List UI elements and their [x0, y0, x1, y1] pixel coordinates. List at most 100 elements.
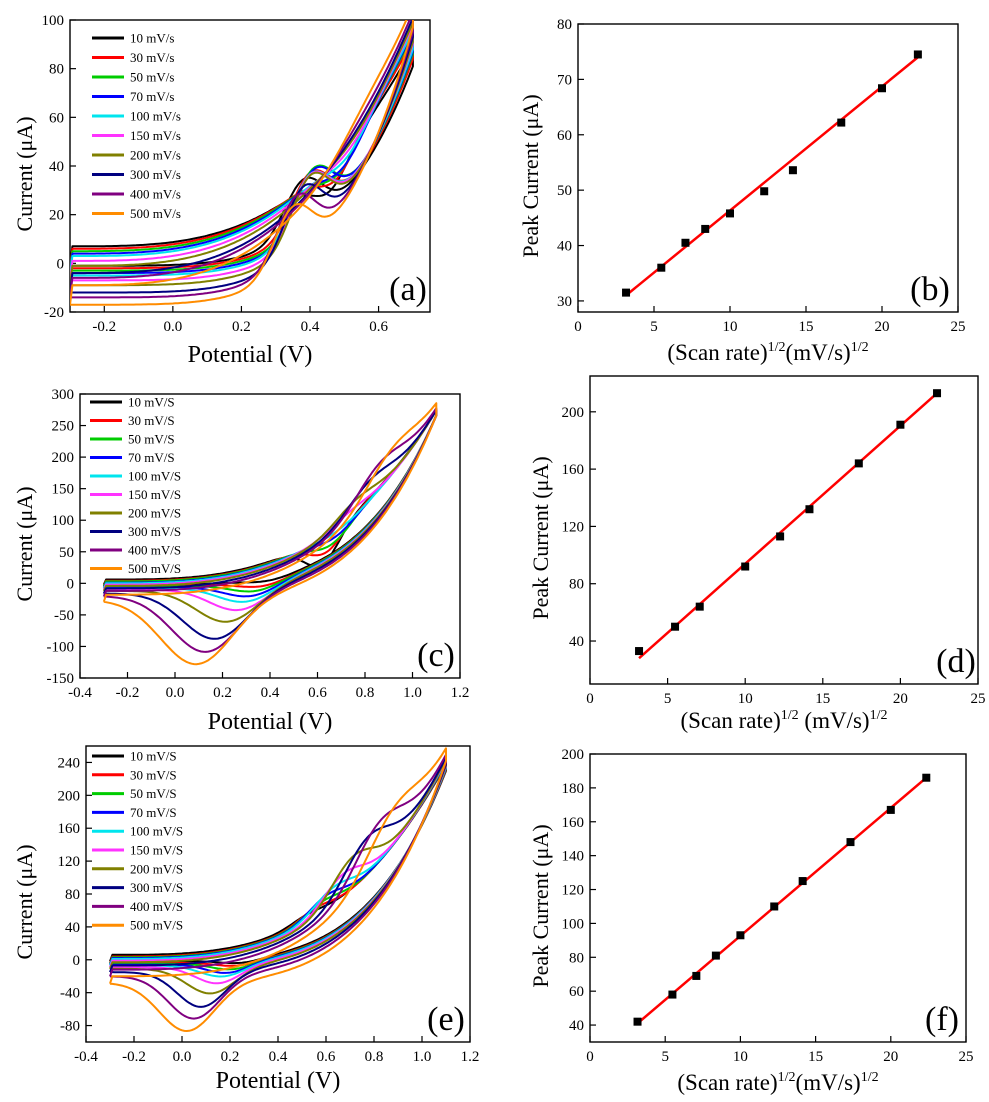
plot-area [70, 20, 414, 306]
plot-area [109, 747, 447, 1032]
y-tick-label: 80 [557, 17, 572, 33]
y-tick-label: 240 [58, 755, 81, 771]
data-point [701, 224, 710, 233]
data-point [798, 877, 807, 886]
y-tick-label: -150 [47, 671, 75, 687]
y-tick-label: 100 [42, 13, 65, 29]
y-tick-label: -80 [60, 1019, 80, 1035]
y-tick-label: 120 [562, 883, 585, 899]
x-tick-label: -0.4 [74, 1049, 98, 1065]
legend-entry: 100 mV/s [130, 109, 181, 124]
y-axis-label: Peak Current (μA) [528, 824, 553, 987]
legend-entry: 500 mV/s [130, 206, 181, 221]
plot-area [635, 389, 942, 660]
y-tick-label: 200 [52, 450, 75, 466]
x-tick-label: 0.8 [356, 685, 375, 701]
legend-entry: 70 mV/S [130, 805, 177, 820]
x-tick-label: 15 [799, 319, 814, 335]
y-tick-label: 160 [58, 821, 81, 837]
y-tick-label: 60 [49, 110, 64, 126]
y-tick-label: 0 [57, 256, 65, 272]
x-tick-label: 5 [650, 319, 658, 335]
data-point [726, 209, 734, 218]
x-axis-label: (Scan rate)1/2(mV/s)1/2 [677, 1070, 878, 1095]
data-point [770, 902, 779, 911]
x-tick-label: 1.0 [413, 1049, 432, 1065]
x-tick-label: 0.0 [173, 1049, 192, 1065]
x-tick-label: 0.0 [166, 685, 185, 701]
x-axis-label-sup2: 1/2 [870, 708, 888, 723]
x-axis-label-main: (Scan rate) [667, 340, 767, 365]
x-tick-label: -0.2 [92, 319, 116, 335]
y-axis-label: Current (μA) [12, 116, 37, 231]
y-tick-label: 80 [49, 62, 64, 78]
data-point [671, 622, 680, 631]
x-tick-label: 25 [971, 691, 986, 707]
legend-entry: 200 mV/S [128, 506, 181, 521]
plot-frame [589, 753, 967, 1043]
x-tick-label: 0.8 [365, 1049, 384, 1065]
legend-entry: 50 mV/s [130, 70, 174, 85]
data-point [622, 288, 631, 297]
x-tick-label: 25 [951, 319, 966, 335]
panel-f: 0 5 10 15 20 25 40 60 80 100 120 140 160 180 200 Peak C… [528, 747, 974, 1095]
legend-entry: 150 mV/S [130, 843, 183, 858]
legend-entry: 70 mV/S [128, 450, 175, 465]
data-point [896, 420, 905, 429]
x-axis-label-mid: (mV/s) [799, 708, 870, 733]
x-tick-label: -0.2 [122, 1049, 146, 1065]
panel-label: (f) [925, 1001, 959, 1038]
data-point [933, 389, 942, 398]
x-tick-label: 0 [586, 1049, 594, 1065]
legend-entry: 10 mV/S [128, 395, 175, 410]
y-tick-label: 0 [73, 953, 81, 969]
x-tick-label: 20 [875, 319, 890, 335]
x-tick-label: 20 [883, 1049, 898, 1065]
y-tick-label: 40 [65, 920, 80, 936]
legend: 10 mV/S 30 mV/S 50 mV/S 70 mV/S 100 mV/S 150 … [92, 749, 183, 933]
x-tick-label: -0.4 [68, 685, 92, 701]
plot-area [633, 773, 931, 1026]
panel-d: 0 5 10 15 20 25 40 80 120 160 200 Peak Current (μA)… [528, 375, 986, 733]
y-tick-label: 60 [557, 128, 572, 144]
x-tick-label: 0.2 [232, 319, 251, 335]
cv-curve-150-mV-s [70, 24, 414, 282]
panel-b: 0 5 10 15 20 25 30 40 50 60 70 80 Peak Current (μA) (… [518, 17, 966, 365]
fit-line [625, 56, 919, 297]
legend-entry: 30 mV/s [130, 50, 174, 65]
x-tick-label: 0.6 [369, 319, 388, 335]
legend: 10 mV/s 30 mV/s 50 mV/s 70 mV/s 100 mV/s 150 … [92, 31, 181, 221]
data-point [711, 951, 720, 960]
y-tick-label: 200 [58, 788, 81, 804]
y-tick-label: 80 [569, 950, 584, 966]
x-tick-label: 0.4 [261, 685, 280, 701]
x-axis-label: (Scan rate)1/2(mV/s)1/2 [667, 340, 868, 365]
y-tick-label: 160 [562, 815, 585, 831]
x-tick-label: 15 [808, 1049, 823, 1065]
legend-entry: 400 mV/S [128, 543, 181, 558]
data-point [878, 84, 886, 93]
y-tick-label: 120 [562, 519, 585, 535]
x-axis-label: (Scan rate)1/2 (mV/s)1/2 [681, 708, 888, 733]
x-axis-label-main: (Scan rate) [677, 1070, 777, 1095]
legend-entry: 300 mV/s [130, 167, 181, 182]
x-tick-label: 10 [723, 319, 738, 335]
legend-entry: 50 mV/S [128, 432, 175, 447]
panel-c: -0.4 -0.2 0.0 0.2 0.4 0.6 0.8 1.0 1.2 -150 -100 -50… [12, 387, 469, 735]
y-tick-label: 40 [557, 239, 572, 255]
x-tick-label: 0 [586, 691, 594, 707]
x-tick-label: 10 [738, 691, 753, 707]
y-tick-label: 100 [562, 916, 585, 932]
x-tick-label: 10 [733, 1049, 748, 1065]
plot-frame [589, 375, 979, 685]
data-point [913, 50, 922, 59]
panel-label: (d) [936, 643, 976, 680]
data-point [854, 459, 863, 468]
data-point [695, 602, 704, 611]
y-tick-label: 200 [562, 405, 585, 421]
y-tick-label: 120 [58, 854, 81, 870]
legend-entry: 30 mV/S [128, 413, 175, 428]
x-tick-label: 0.0 [163, 319, 182, 335]
panel-label: (c) [417, 637, 455, 674]
